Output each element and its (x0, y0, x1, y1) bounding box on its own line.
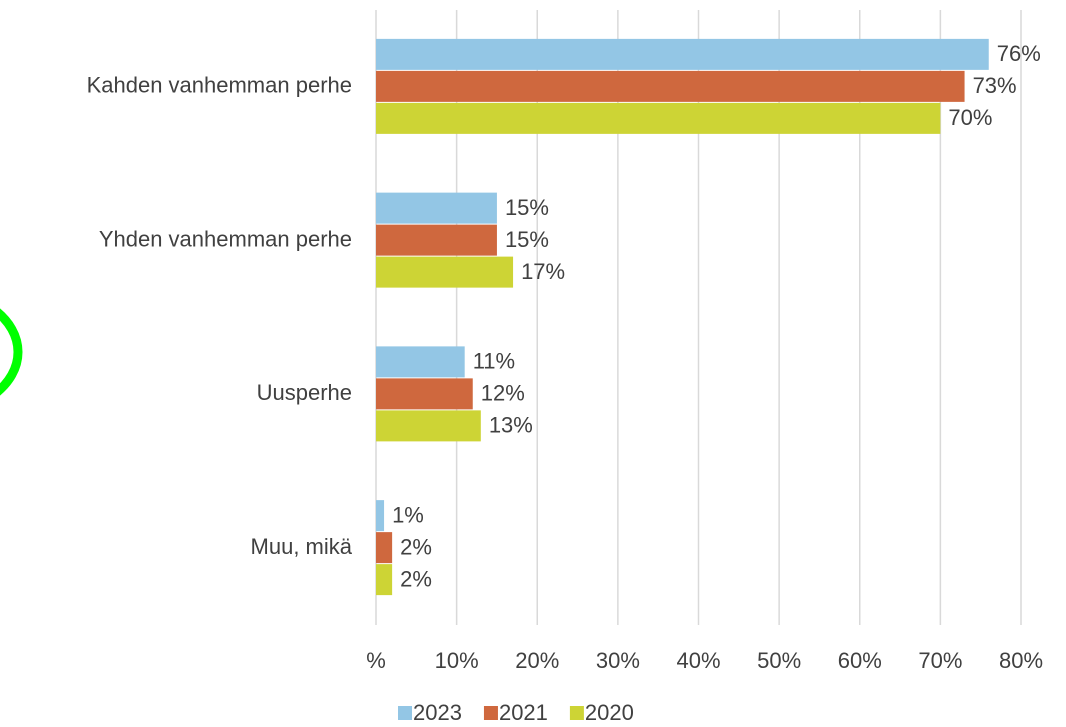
decoration-circle (0, 290, 18, 414)
bar (376, 410, 481, 441)
x-tick-label: 70% (918, 648, 962, 673)
bar (376, 257, 513, 288)
bar (376, 193, 497, 224)
data-label: 73% (973, 73, 1017, 98)
y-tick-label: Yhden vanhemman perhe (99, 226, 352, 251)
data-label: 15% (505, 195, 549, 220)
y-tick-label: Muu, mikä (251, 534, 353, 559)
bar (376, 39, 989, 70)
data-label: 15% (505, 227, 549, 252)
data-label: 2% (400, 534, 432, 559)
bar (376, 532, 392, 563)
x-tick-label: 40% (676, 648, 720, 673)
legend-label: 2020 (585, 700, 634, 725)
legend-label: 2021 (499, 700, 548, 725)
data-label: 70% (948, 105, 992, 130)
x-tick-label: 60% (838, 648, 882, 673)
chart: % 10% 20% 30% 40% 50% 60% 70% 80% Kahden vanhemma… (0, 0, 1066, 727)
legend-swatch (398, 706, 412, 720)
x-tick-label: 20% (515, 648, 559, 673)
y-tick-label: Kahden vanhemman perhe (87, 73, 352, 98)
data-label: 11% (473, 349, 515, 374)
x-tick-label: 10% (435, 648, 479, 673)
bar (376, 225, 497, 256)
y-tick-label: Uusperhe (257, 380, 352, 405)
x-tick-label: 80% (999, 648, 1043, 673)
legend-swatch (570, 706, 584, 720)
bar (376, 346, 465, 377)
legend-label: 2023 (413, 700, 462, 725)
bar (376, 378, 473, 409)
data-label: 12% (481, 381, 525, 406)
data-label: 2% (400, 566, 432, 591)
x-tick-label: % (366, 648, 386, 673)
bar (376, 564, 392, 595)
x-tick-label: 30% (596, 648, 640, 673)
x-tick-label: 50% (757, 648, 801, 673)
data-label: 1% (392, 502, 424, 527)
data-label: 17% (521, 259, 565, 284)
bar (376, 103, 940, 134)
bar (376, 71, 965, 102)
legend-swatch (484, 706, 498, 720)
bar (376, 500, 384, 531)
data-label: 13% (489, 413, 533, 438)
data-label: 76% (997, 41, 1041, 66)
